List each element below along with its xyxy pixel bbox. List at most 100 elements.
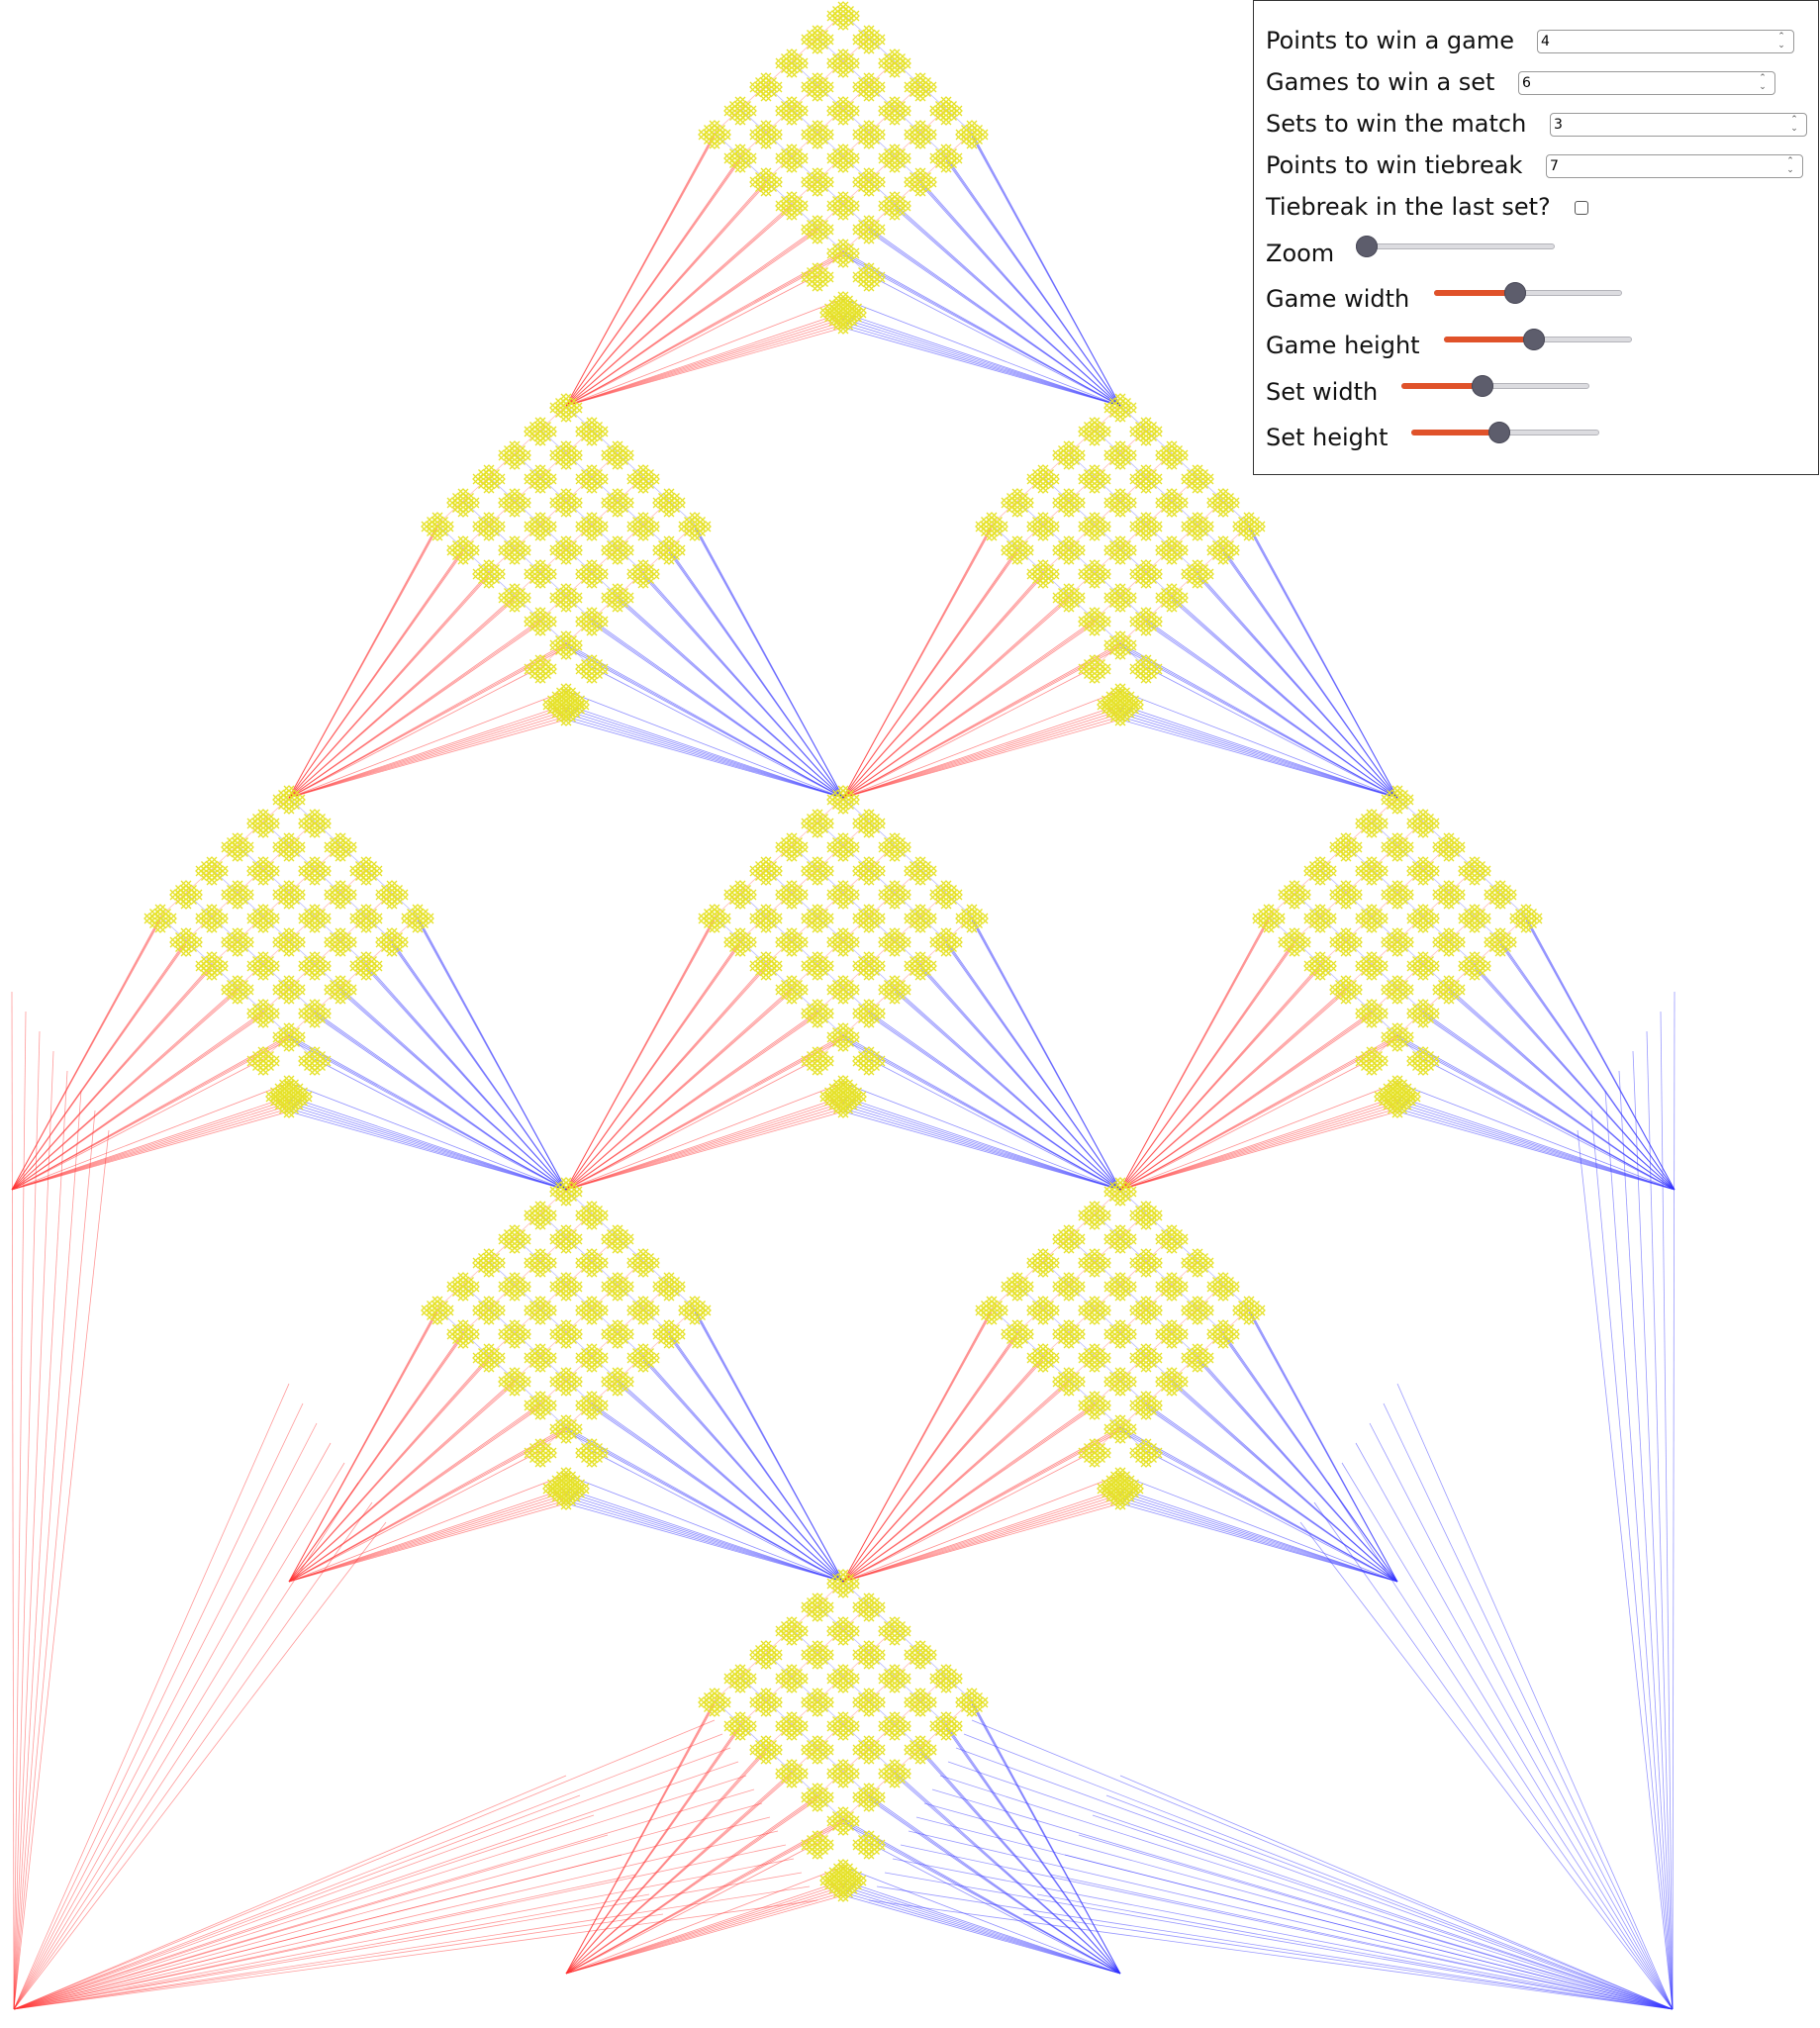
spinner-icon[interactable]: ⌃ ⌄: [1777, 32, 1785, 50]
game-node: [1417, 874, 1429, 886]
game-node: [826, 1720, 838, 1732]
game-node: [775, 1673, 787, 1685]
game-node: [1303, 960, 1315, 972]
zoom-slider[interactable]: [1356, 234, 1555, 259]
game-node: [575, 1352, 587, 1364]
game-node: [826, 889, 838, 901]
spinner-icon[interactable]: ⌃ ⌄: [1759, 73, 1767, 92]
game-node: [852, 1649, 864, 1661]
game-node: [648, 473, 660, 485]
game-node: [975, 1304, 987, 1316]
tree-edge: [13, 1482, 359, 2010]
game-node: [345, 984, 357, 996]
tree-edge: [565, 1727, 741, 1975]
set-width-label: Set width: [1266, 378, 1379, 406]
game-node: [597, 521, 609, 532]
tree-edge: [1396, 1383, 1674, 2010]
game-node: [494, 568, 506, 580]
game-node: [678, 521, 690, 532]
game-node: [601, 449, 613, 461]
game-node: [294, 1031, 306, 1043]
game-node: [1129, 1257, 1141, 1269]
game-node: [1078, 1400, 1090, 1411]
tree-edge: [1327, 1482, 1674, 2010]
tree-edge: [13, 1775, 567, 2010]
tree-edge: [1119, 991, 1347, 1191]
tree-edge: [565, 324, 844, 407]
game-node: [1100, 1257, 1111, 1269]
game-node: [852, 1008, 864, 1019]
tree-edge: [1646, 1030, 1674, 2010]
tree-edge: [13, 1050, 54, 2010]
spinner-icon[interactable]: ⌃ ⌄: [1786, 156, 1794, 175]
game-node: [826, 936, 838, 948]
game-node: [900, 152, 911, 164]
sets-match-input[interactable]: 3 ⌃ ⌄: [1550, 113, 1807, 137]
game-node: [771, 865, 783, 877]
game-node: [1428, 1008, 1440, 1019]
game-node: [575, 568, 587, 580]
game-node: [272, 984, 284, 996]
game-node: [1125, 639, 1137, 651]
game-height-slider[interactable]: [1444, 327, 1632, 352]
tree-edge: [963, 1733, 1674, 2010]
slider-thumb[interactable]: [1523, 329, 1546, 350]
game-node: [1340, 993, 1352, 1005]
tree-edge: [868, 231, 1121, 407]
game-node: [929, 152, 941, 164]
game-node: [549, 1281, 561, 1293]
slider-thumb[interactable]: [1471, 375, 1493, 397]
game-node: [775, 841, 787, 853]
set-height-slider[interactable]: [1411, 420, 1599, 445]
tree-edge: [923, 1802, 1674, 2010]
tree-edge: [13, 1913, 664, 2010]
game-node: [472, 568, 484, 580]
game-node: [1063, 458, 1075, 470]
game-node: [298, 818, 310, 829]
games-set-input[interactable]: 6 ⌃ ⌄: [1518, 71, 1775, 95]
game-node: [801, 129, 813, 141]
slider-thumb[interactable]: [1488, 422, 1511, 443]
tree-edge: [565, 274, 818, 407]
game-node: [1377, 1055, 1389, 1067]
game-node: [601, 1281, 613, 1293]
points-game-input[interactable]: 4 ⌃ ⌄: [1537, 30, 1794, 53]
game-node: [1022, 544, 1034, 556]
game-node: [1140, 577, 1152, 589]
game-node: [1155, 1328, 1167, 1340]
game-node: [601, 497, 613, 509]
tree-edge: [13, 1442, 332, 2010]
tree-edge: [842, 710, 1121, 799]
tree-edge: [288, 528, 438, 799]
game-node: [652, 497, 664, 509]
tree-edge: [565, 710, 844, 799]
game-node: [914, 90, 926, 102]
game-node: [571, 544, 583, 556]
game-node: [601, 1328, 613, 1340]
tree-edge: [288, 1406, 541, 1583]
tree-edge: [13, 1383, 290, 2010]
game-node: [221, 984, 233, 996]
game-node: [749, 960, 761, 972]
game-node: [1454, 936, 1466, 948]
set-width-slider[interactable]: [1401, 373, 1589, 399]
game-node: [852, 960, 864, 972]
tiebreak-last-checkbox[interactable]: [1575, 201, 1588, 215]
slider-thumb[interactable]: [1356, 236, 1378, 257]
tree-edge: [591, 1450, 844, 1583]
slider-thumb[interactable]: [1503, 282, 1526, 304]
tree-edge: [288, 599, 516, 799]
game-node: [1402, 984, 1414, 996]
game-node: [775, 936, 787, 948]
game-node: [1022, 1328, 1034, 1340]
tree-edge: [1299, 1521, 1674, 2010]
game-width-slider[interactable]: [1434, 280, 1622, 306]
game-node: [571, 402, 583, 414]
game-node: [1063, 506, 1075, 518]
game-node: [698, 1696, 710, 1708]
points-tiebreak-input[interactable]: 7 ⌃ ⌄: [1546, 154, 1803, 178]
game-node: [623, 1376, 634, 1388]
spinner-icon[interactable]: ⌃ ⌄: [1790, 115, 1798, 134]
game-node: [1458, 960, 1470, 972]
game-node: [904, 865, 915, 877]
